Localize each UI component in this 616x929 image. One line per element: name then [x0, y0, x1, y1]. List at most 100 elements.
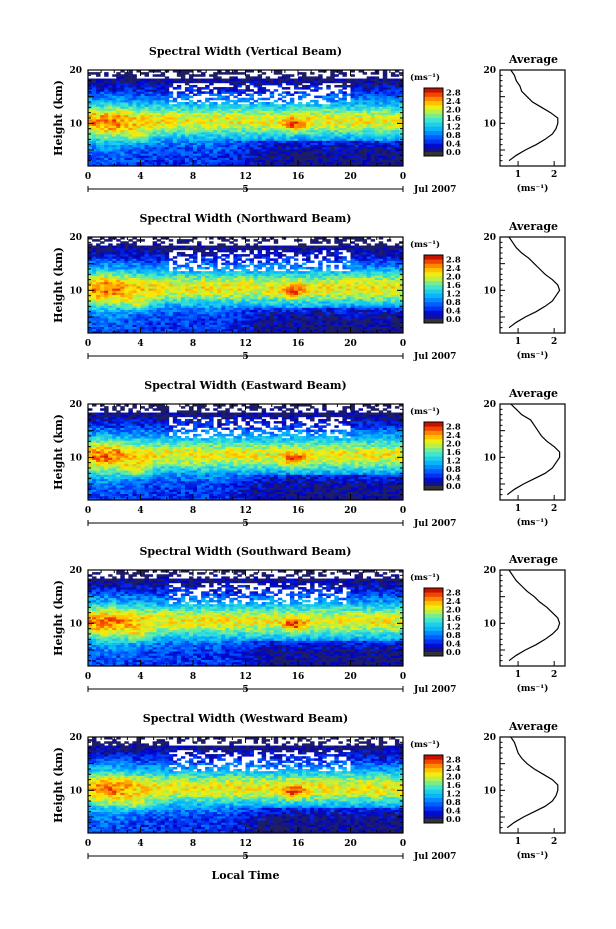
- average-title: Average: [508, 53, 558, 66]
- heatmap-cell: [153, 79, 157, 82]
- heatmap-cell: [282, 91, 286, 94]
- heatmap-cell: [205, 104, 209, 107]
- heatmap-cell: [290, 93, 294, 96]
- heatmap-cell: [314, 76, 318, 79]
- y-axis-label: Height (km): [52, 80, 65, 156]
- heatmap-cell: [294, 104, 298, 107]
- heatmap-cell: [254, 104, 258, 107]
- heatmap-cell: [342, 79, 346, 82]
- heatmap-cell: [250, 76, 254, 79]
- heatmap-cell: [367, 76, 371, 79]
- heatmap-cell: [237, 72, 241, 75]
- heatmap-cell: [173, 87, 177, 90]
- heatmap-cell: [298, 96, 302, 99]
- heatmap-cell: [379, 79, 383, 82]
- colorbar-swatch: [424, 135, 443, 140]
- x-tick-label: 12: [239, 172, 252, 182]
- heatmap-cell: [346, 85, 350, 88]
- heatmap-cell: [120, 74, 124, 77]
- heatmap-cell: [189, 96, 193, 99]
- heatmap-cell: [153, 74, 157, 77]
- heatmap-cell: [181, 91, 185, 94]
- heatmap-cell: [205, 91, 209, 94]
- heatmap-cell: [254, 76, 258, 79]
- heatmap-cell: [250, 89, 254, 92]
- panel-title: Spectral Width (Northward Beam): [140, 212, 352, 225]
- heatmap-cell: [189, 100, 193, 103]
- colorbar-swatch: [424, 143, 443, 148]
- x-tick-label: 0: [400, 172, 406, 182]
- colorbar-swatch: [424, 148, 443, 153]
- heatmap-cell: [266, 102, 270, 105]
- colorbar-swatch: [424, 88, 443, 93]
- heatmap-cell: [318, 96, 322, 99]
- heatmap-cell: [322, 79, 326, 82]
- heatmap-cell: [258, 102, 262, 105]
- heatmap-cell: [246, 104, 250, 107]
- heatmap-cell: [96, 72, 100, 75]
- heatmap-cell: [246, 85, 250, 88]
- heatmap-cell: [241, 89, 245, 92]
- heatmap-cell: [229, 87, 233, 90]
- colorbar-unit: (ms⁻¹): [410, 72, 440, 83]
- heatmap-cell: [221, 79, 225, 82]
- heatmap-cell: [322, 104, 326, 107]
- colorbar-swatch: [424, 139, 443, 144]
- heatmap-cell: [306, 102, 310, 105]
- heatmap-cell: [306, 93, 310, 96]
- average-frame: [500, 70, 565, 166]
- colorbar-swatch: [424, 152, 443, 156]
- heatmap-cell: [298, 87, 302, 90]
- heatmap-cell: [209, 79, 213, 82]
- heatmap-cell: [302, 72, 306, 75]
- heatmap-cell: [395, 79, 399, 82]
- heatmap-cell: [241, 79, 245, 82]
- heatmap-cell: [173, 98, 177, 101]
- heatmap-cell: [254, 91, 258, 94]
- heatmap-cell: [282, 87, 286, 90]
- heatmap-cell: [286, 91, 290, 94]
- heatmap-cell: [201, 72, 205, 75]
- heatmap-cell: [363, 79, 367, 82]
- heatmap-cell: [322, 96, 326, 99]
- heatmap-cell: [302, 104, 306, 107]
- colorbar-swatch: [424, 97, 443, 102]
- heatmap-cell: [88, 72, 92, 75]
- heatmap-cell: [346, 79, 350, 82]
- heatmap-cell: [391, 79, 395, 82]
- x-tick-label: 20: [344, 172, 357, 182]
- heatmap-cell: [221, 87, 225, 90]
- heatmap-cell: [371, 76, 375, 79]
- heatmap-cell: [217, 87, 221, 90]
- colorbar-tick-label: 0.0: [446, 148, 461, 158]
- heatmap-cell: [250, 102, 254, 105]
- heatmap: [88, 237, 403, 333]
- average-y-tick-label: 20: [483, 66, 496, 76]
- heatmap-cell: [189, 85, 193, 88]
- heatmap-cell: [237, 104, 241, 107]
- heatmap-cell: [205, 85, 209, 88]
- heatmap-cell: [209, 98, 213, 101]
- heatmap-cell: [326, 93, 330, 96]
- heatmap-cell: [286, 74, 290, 77]
- heatmap-cell: [237, 98, 241, 101]
- heatmap-cell: [197, 79, 201, 82]
- heatmap-cell: [209, 89, 213, 92]
- heatmap-cell: [282, 74, 286, 77]
- heatmap-cell: [221, 96, 225, 99]
- heatmap-cell: [266, 89, 270, 92]
- x-tick-label: 0: [85, 172, 91, 182]
- heatmap-cell: [338, 85, 342, 88]
- heatmap-cell: [262, 98, 266, 101]
- heatmap-cell: [359, 79, 363, 82]
- heatmap-cell: [177, 79, 181, 82]
- heatmap-cell: [108, 79, 112, 82]
- x-tick-label: 4: [137, 172, 143, 182]
- heatmap-cell: [298, 91, 302, 94]
- heatmap-cell: [274, 79, 278, 82]
- heatmap-cell: [217, 76, 221, 79]
- average-x-label: (ms⁻¹): [517, 183, 549, 194]
- heatmap-cell: [282, 104, 286, 107]
- heatmap-cell: [338, 79, 342, 82]
